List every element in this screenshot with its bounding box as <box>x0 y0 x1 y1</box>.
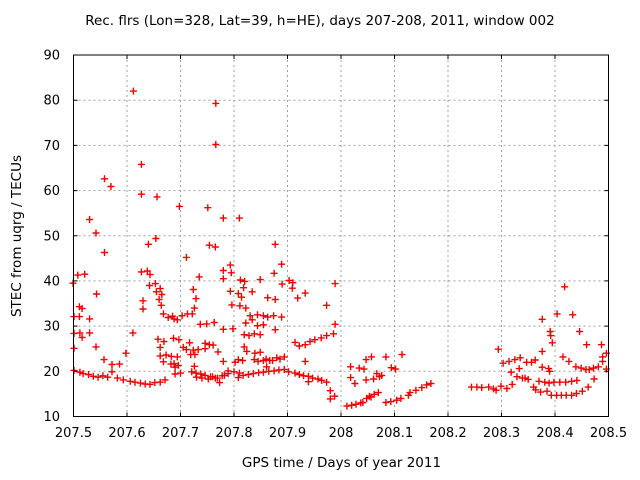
x-tick-label: 208.2 <box>429 426 466 441</box>
x-tick-label: 208.1 <box>376 426 413 441</box>
x-tick-label: 208.3 <box>483 426 520 441</box>
y-tick-label: 70 <box>43 139 60 154</box>
plot-border <box>73 54 609 417</box>
y-tick-label: 50 <box>43 229 60 244</box>
tick-labels: 207.5 207.6 207.7 207.8 207.9 208 208.1 208.2 20… <box>43 49 627 442</box>
grid-lines <box>73 55 609 417</box>
x-tick-label: 208.4 <box>536 426 573 441</box>
y-tick-label: 80 <box>43 94 60 109</box>
x-tick-label: 207.6 <box>108 426 145 441</box>
x-axis-label: GPS time / Days of year 2011 <box>241 455 442 471</box>
x-tick-label: 207.5 <box>55 426 92 441</box>
y-tick-label: 40 <box>43 274 60 289</box>
y-tick-label: 20 <box>43 365 60 380</box>
y-tick-label: 90 <box>43 49 60 64</box>
x-tick-label: 207.9 <box>269 426 306 441</box>
scatter-points <box>69 87 610 410</box>
x-tick-label: 207.7 <box>162 426 199 441</box>
x-tick-label: 208 <box>329 426 354 441</box>
x-tick-label: 208.5 <box>590 426 627 441</box>
y-tick-label: 10 <box>43 410 60 425</box>
x-tick-label: 207.8 <box>215 426 252 441</box>
chart-title: Rec. flrs (Lon=328, Lat=39, h=HE), days … <box>85 13 555 29</box>
y-tick-label: 60 <box>43 184 60 199</box>
y-tick-label: 30 <box>43 320 60 335</box>
